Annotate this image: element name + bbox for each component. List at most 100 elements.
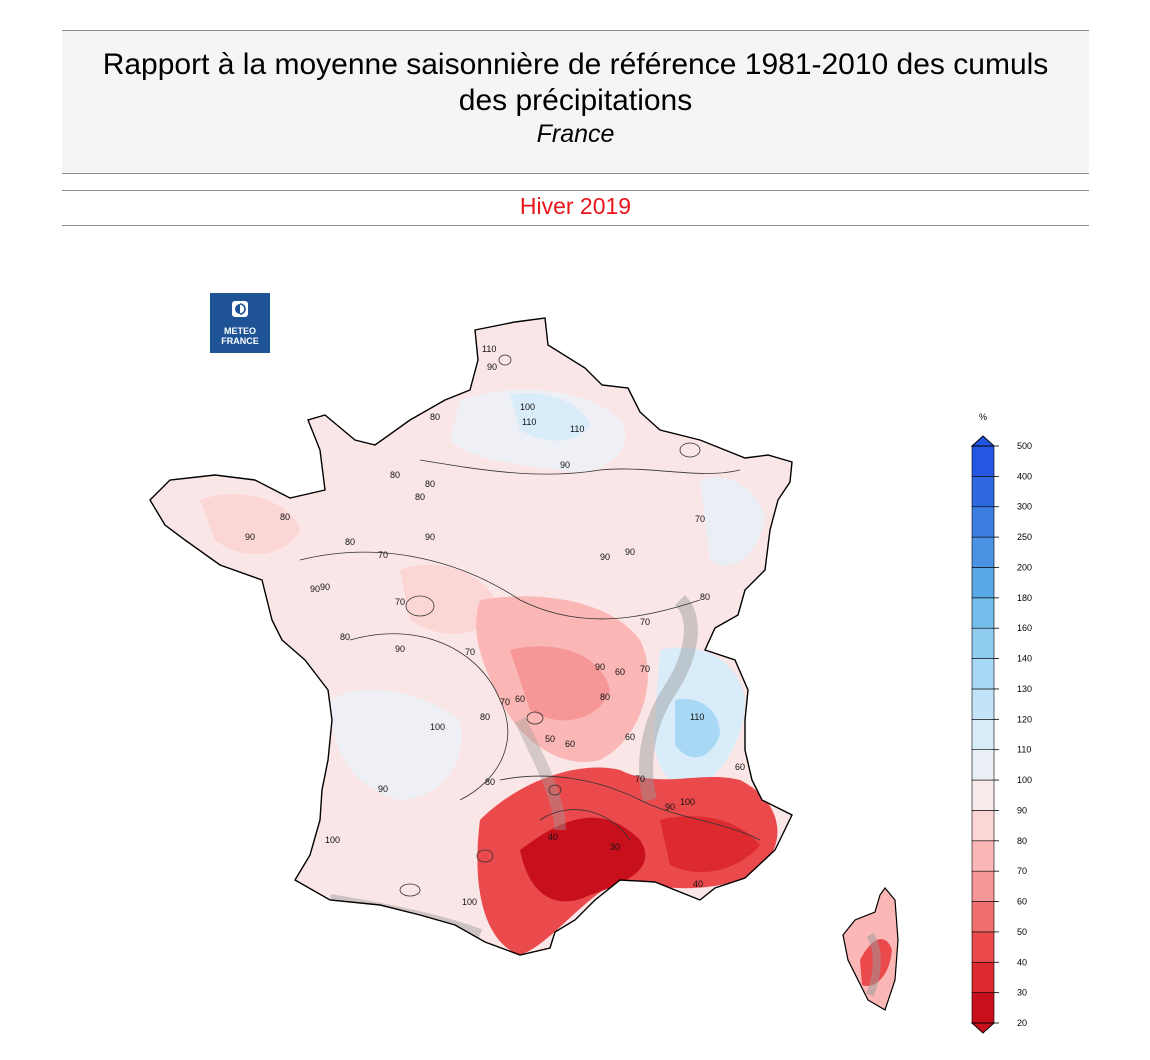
anomaly-zone-southwest: [330, 689, 462, 800]
contour-ring: [405, 595, 435, 617]
legend-label: 110: [1017, 745, 1031, 755]
contour-label: 90: [245, 532, 255, 542]
contour-label: 50: [545, 734, 555, 744]
legend-label: 250: [1017, 532, 1032, 542]
contour-label: 60: [515, 694, 525, 704]
meteo-france-logo: METEO FRANCE: [210, 293, 270, 353]
legend-swatch: [971, 658, 995, 690]
anomaly-zone-center-west: [400, 564, 500, 634]
logo-text-line1: METEO: [223, 326, 256, 336]
contour-label: 100: [325, 835, 340, 845]
legend-swatch: [971, 627, 995, 659]
legend-label: 500: [1017, 441, 1032, 451]
map-title-line2: des précipitations: [458, 84, 693, 117]
anomaly-zone-northeast: [700, 477, 765, 566]
contour-label: 70: [635, 774, 645, 784]
contour-label: 90: [310, 584, 320, 594]
legend-swatch: [971, 506, 995, 538]
legend-label: 130: [1017, 684, 1032, 694]
legend-swatch: [971, 810, 995, 842]
legend: % 20 30 40 50 60 70 80 90 100 110 120 130 140 160 180 2…: [970, 412, 1032, 1034]
contour-label: 110: [690, 712, 704, 722]
contour-label: 90: [395, 644, 405, 654]
legend-label: 120: [1017, 714, 1032, 724]
contour-line: [299, 551, 701, 620]
legend-label: 30: [1017, 988, 1027, 998]
anomaly-zone-north-core: [510, 393, 590, 441]
anomaly-zone-alps-core: [675, 699, 720, 758]
corsica-relief: [866, 932, 881, 997]
contour-line: [419, 459, 741, 475]
contour-ring: [498, 354, 512, 366]
contour-label: 90: [425, 532, 435, 542]
legend-swatch: [971, 476, 995, 508]
legend-swatch: [971, 597, 995, 629]
legend-swatch: [971, 749, 995, 781]
legend-swatch: [971, 992, 995, 1024]
legend-label: 180: [1017, 593, 1032, 603]
contour-label: 60: [625, 732, 635, 742]
legend-swatch: [971, 567, 995, 599]
contour-label: 90: [378, 784, 388, 794]
legend-label: 200: [1017, 562, 1032, 572]
logo-text-line2: FRANCE: [221, 336, 259, 346]
contour-label: 80: [345, 537, 355, 547]
contour-label: 100: [462, 897, 477, 907]
legend-arrow-bottom: [970, 1022, 996, 1034]
contour-label: 100: [680, 797, 695, 807]
contour-ring: [476, 849, 494, 863]
legend-label: 400: [1017, 471, 1032, 481]
legend-label: 70: [1017, 866, 1027, 876]
region-subtitle: France: [536, 120, 615, 148]
anomaly-zone-languedoc: [520, 817, 646, 902]
contour-label: 90: [600, 552, 610, 562]
contour-label: 90: [665, 802, 675, 812]
legend-swatch: [971, 536, 995, 568]
contour-label: 100: [430, 722, 445, 732]
contour-ring: [679, 442, 701, 458]
contour-label: 80: [430, 412, 440, 422]
contour-label: 80: [600, 692, 610, 702]
contour-label: 110: [522, 417, 536, 427]
contour-label: 90: [560, 460, 570, 470]
map-title-line1: Rapport à la moyenne saisonnière de réfé…: [102, 48, 1049, 81]
legend-swatch: [971, 840, 995, 872]
contour-line: [539, 809, 631, 841]
contour-ring: [526, 711, 544, 725]
contour-label: 80: [280, 512, 290, 522]
legend-label: 60: [1017, 897, 1027, 907]
france-mainland: [149, 317, 793, 956]
corsica-coastline: [842, 887, 899, 1011]
contour-label: 80: [700, 592, 710, 602]
legend-swatch: [971, 719, 995, 750]
contour-line: [349, 633, 509, 801]
legend-arrow-top: [970, 435, 996, 447]
contour-label: 90: [595, 662, 605, 672]
contour-label: 70: [500, 697, 510, 707]
contour-label: 70: [640, 664, 650, 674]
legend-swatch: [971, 779, 995, 811]
contour-label: 60: [565, 739, 575, 749]
meteo-france-logo-icon: [232, 301, 248, 317]
contour-label: 60: [735, 762, 745, 772]
legend-label: 50: [1017, 927, 1027, 937]
legend-swatch: [971, 445, 995, 477]
contour-label: 70: [395, 597, 405, 607]
contour-label: 70: [378, 550, 388, 560]
contour-label: 80: [480, 712, 490, 722]
contour-label: 40: [548, 832, 558, 842]
anomaly-zone-brittany: [200, 494, 300, 554]
contour-label: 60: [615, 667, 625, 677]
contour-label: 100: [520, 402, 535, 412]
contour-label: 70: [640, 617, 650, 627]
contour-ring: [548, 784, 562, 796]
legend-swatch: [971, 688, 995, 720]
legend-label: 20: [1017, 1018, 1027, 1028]
contour-label: 110: [570, 424, 584, 434]
contour-labels: 110 90 100 110 110 90 80 80 80 80 80 90 80 70 90 70 70 90…: [245, 344, 745, 907]
contour-label: 90: [487, 362, 497, 372]
season-label: Hiver 2019: [519, 193, 632, 219]
legend-unit: %: [979, 412, 987, 422]
contour-label: 90: [625, 547, 635, 557]
